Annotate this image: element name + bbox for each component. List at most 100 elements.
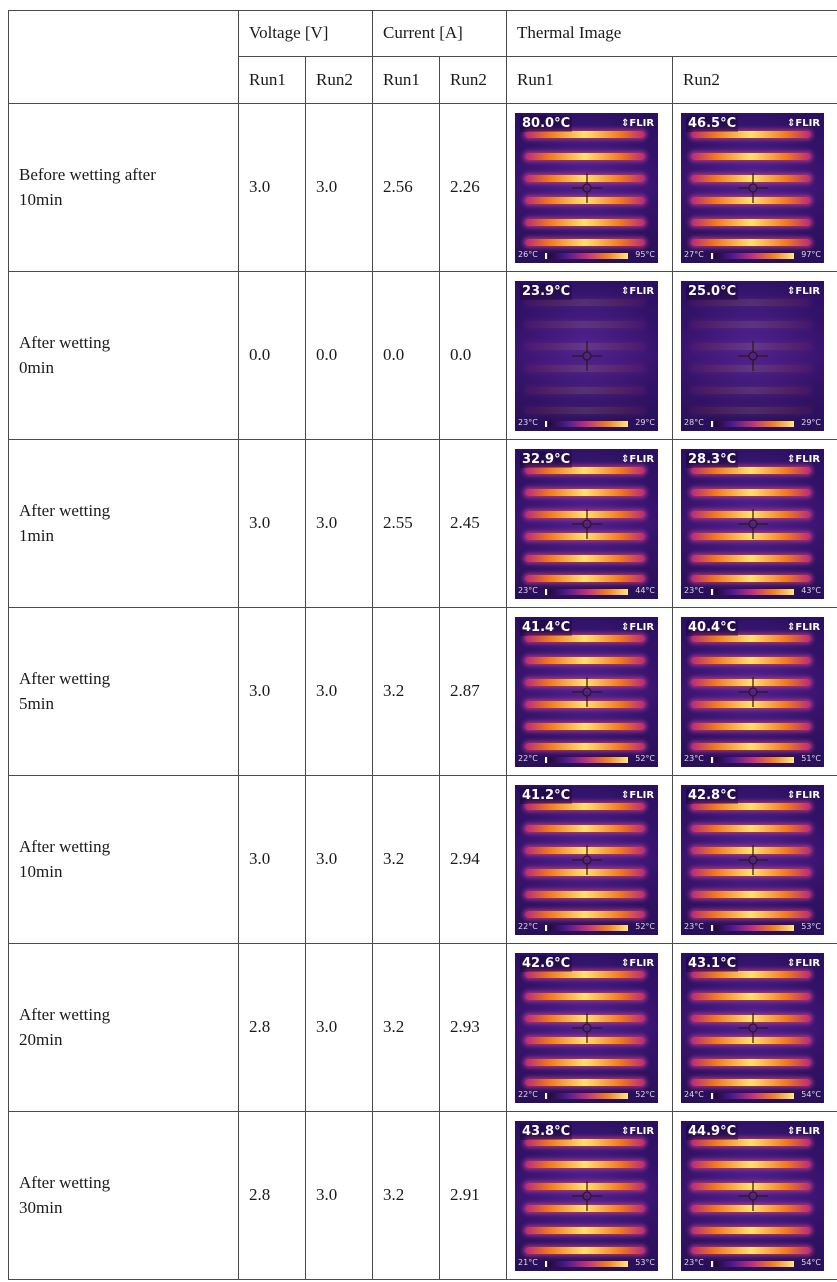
flir-brand: FLIR: [795, 453, 821, 465]
heating-stripe: [691, 1246, 812, 1254]
scale-bar: [711, 1260, 795, 1267]
thermal-scale: 28°C 29°C: [681, 416, 824, 430]
scale-bar: [711, 756, 795, 763]
thermal-temperature: 40.4°C: [686, 619, 739, 636]
heating-stripe: [525, 130, 646, 138]
heating-stripe: [691, 1204, 812, 1212]
scale-min: 23°C: [518, 585, 538, 595]
thermal-run1-cell: 42.6°C ⇕FLIR 22°C 52°C: [506, 943, 674, 1112]
heating-stripe: [691, 678, 812, 686]
voltage-run2-cell: 0.0: [304, 271, 374, 440]
condition-label-line2: 20min: [19, 1029, 63, 1049]
heating-stripe: [691, 1058, 812, 1066]
thermal-image-run2: 42.8°C ⇕FLIR 23°C 53°C: [681, 784, 825, 935]
heating-stripe: [691, 554, 812, 562]
thermal-scale: 23°C 44°C: [515, 584, 658, 598]
flir-logo-icon: ⇕FLIR: [621, 957, 655, 969]
thermal-scale: 21°C 53°C: [515, 1256, 658, 1270]
scale-max: 54°C: [801, 1257, 822, 1267]
flir-logo-icon: ⇕FLIR: [621, 285, 655, 297]
thermal-run1-cell: 80.0°C ⇕FLIR 26°C 95°C: [506, 103, 674, 272]
heating-stripe: [525, 532, 646, 540]
scale-max: 53°C: [801, 921, 822, 931]
heating-stripe: [525, 970, 646, 978]
scale-min: 22°C: [518, 1089, 538, 1099]
header-row-1: Voltage [V] Current [A] Thermal Image: [8, 10, 837, 104]
condition-label-line2: 0min: [19, 357, 54, 377]
measurement-table: Voltage [V] Current [A] Thermal Image Ru…: [8, 10, 837, 1280]
thermal-scale: 24°C 54°C: [681, 1088, 824, 1102]
flir-brand: FLIR: [795, 285, 821, 297]
current-run1-cell: 3.2: [372, 1111, 441, 1280]
current-run2-cell: 2.94: [439, 775, 508, 944]
flir-logo-icon: ⇕FLIR: [787, 789, 821, 801]
current-run1-cell: 3.2: [372, 943, 441, 1112]
voltage-run2-cell: 3.0: [304, 103, 374, 272]
flir-brand: FLIR: [629, 621, 655, 633]
thermal-scale: 23°C 53°C: [681, 920, 824, 934]
condition-label: After wetting 30min: [8, 1111, 239, 1280]
crosshair-icon: [571, 172, 602, 203]
heating-stripe: [691, 1226, 812, 1234]
heating-stripe: [691, 466, 812, 474]
heating-stripe: [691, 152, 812, 160]
heating-stripe: [691, 890, 812, 898]
heating-stripe: [525, 298, 646, 306]
voltage-run2-cell: 3.0: [304, 943, 374, 1112]
current-run1-cell: 2.56: [372, 103, 441, 272]
heating-stripe: [691, 802, 812, 810]
crosshair-icon: [571, 508, 602, 539]
heating-stripe: [525, 678, 646, 686]
scale-bar: [711, 252, 795, 259]
heating-stripe: [525, 466, 646, 474]
heating-stripe: [691, 196, 812, 204]
scale-bar: [711, 588, 795, 595]
scale-max: 52°C: [635, 921, 656, 931]
thermal-run2-cell: 43.1°C ⇕FLIR 24°C 54°C: [672, 943, 837, 1112]
thermal-scale: 22°C 52°C: [515, 752, 658, 766]
crosshair-icon: [737, 1180, 768, 1211]
scale-min: 23°C: [684, 753, 704, 763]
voltage-run2-cell: 3.0: [304, 607, 374, 776]
header-thermal-run1: Run1: [506, 56, 674, 104]
heating-stripe: [525, 238, 646, 246]
thermal-background: [515, 448, 659, 599]
voltage-run1-cell: 3.0: [238, 607, 306, 776]
thermal-run2-cell: 25.0°C ⇕FLIR 28°C 29°C: [672, 271, 837, 440]
scale-bar: [545, 756, 629, 763]
flir-logo-icon: ⇕FLIR: [621, 1125, 655, 1137]
scale-bar: [711, 420, 795, 427]
thermal-temperature: 44.9°C: [686, 1123, 739, 1140]
heating-stripe: [525, 406, 646, 414]
flir-logo-icon: ⇕FLIR: [787, 117, 821, 129]
crosshair-icon: [737, 1012, 768, 1043]
scale-min: 22°C: [518, 921, 538, 931]
flir-brand: FLIR: [795, 789, 821, 801]
heating-stripe: [525, 700, 646, 708]
heating-stripe: [691, 722, 812, 730]
current-run2-cell: 0.0: [439, 271, 508, 440]
thermal-background: [515, 952, 659, 1103]
heating-stripe: [525, 824, 646, 832]
heating-stripe: [691, 218, 812, 226]
thermal-image-run2: 25.0°C ⇕FLIR 28°C 29°C: [681, 280, 825, 431]
condition-label-line1: After wetting: [19, 1004, 111, 1024]
header-thermal-image: Thermal Image: [506, 10, 837, 57]
thermal-run1-cell: 41.2°C ⇕FLIR 22°C 52°C: [506, 775, 674, 944]
heating-stripe: [525, 1014, 646, 1022]
scale-max: 52°C: [635, 753, 656, 763]
condition-label: After wetting 1min: [8, 439, 239, 608]
current-run1-cell: 2.55: [372, 439, 441, 608]
flir-logo-icon: ⇕FLIR: [787, 621, 821, 633]
heating-stripe: [691, 320, 812, 328]
heating-stripe: [525, 488, 646, 496]
scale-max: 97°C: [801, 249, 822, 259]
flir-logo-icon: ⇕FLIR: [621, 453, 655, 465]
heating-stripe: [691, 1160, 812, 1168]
scale-min: 23°C: [518, 417, 538, 427]
header-empty-cell: [8, 10, 239, 104]
heating-stripe: [691, 130, 812, 138]
flir-logo-icon: ⇕FLIR: [621, 117, 655, 129]
thermal-scale: 23°C 29°C: [515, 416, 658, 430]
thermal-background: [515, 280, 659, 431]
